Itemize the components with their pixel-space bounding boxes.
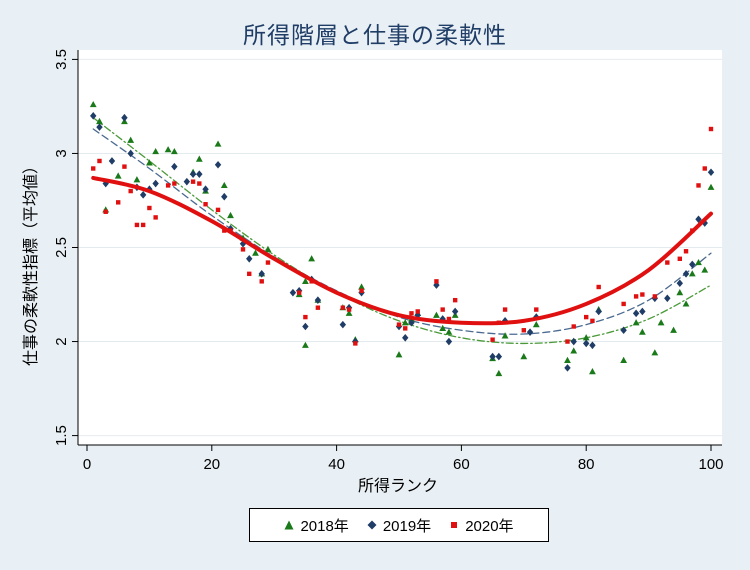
data-point (440, 307, 444, 311)
legend-item-2020: 2020年 (449, 515, 513, 536)
data-point (266, 260, 270, 264)
data-point (522, 328, 526, 332)
data-point (303, 315, 307, 319)
data-point (640, 292, 644, 296)
x-tick-label: 60 (453, 456, 470, 473)
data-point (409, 311, 413, 315)
data-point (565, 339, 569, 343)
legend-label: 2018年 (300, 515, 348, 536)
data-point (153, 215, 157, 219)
data-point (347, 307, 351, 311)
data-point (316, 305, 320, 309)
data-point (91, 166, 95, 170)
data-point (116, 200, 120, 204)
data-point (203, 202, 207, 206)
data-point (490, 337, 494, 341)
data-point (665, 260, 669, 264)
data-point (141, 223, 145, 227)
data-point (653, 294, 657, 298)
data-point (297, 290, 301, 294)
data-point (703, 166, 707, 170)
data-point (403, 326, 407, 330)
data-point (122, 164, 126, 168)
data-point (260, 279, 264, 283)
data-point (596, 285, 600, 289)
data-point (191, 179, 195, 183)
data-point (197, 181, 201, 185)
square-marker-icon (449, 520, 459, 530)
legend: 2018年 2019年 2020年 (249, 508, 549, 542)
x-tick-label: 80 (578, 456, 595, 473)
y-tick-label: 2 (53, 337, 70, 345)
diamond-marker-icon (367, 520, 377, 530)
x-tick-label: 0 (83, 456, 91, 473)
data-point (147, 206, 151, 210)
data-point (397, 322, 401, 326)
data-point (166, 183, 170, 187)
y-tick-label: 1.5 (53, 425, 70, 446)
x-axis-label: 所得ランク (358, 476, 438, 495)
data-point (590, 319, 594, 323)
legend-label: 2020年 (465, 515, 513, 536)
triangle-marker-icon (284, 520, 294, 530)
data-point (359, 289, 363, 293)
data-point (709, 127, 713, 131)
y-tick-label: 3 (53, 149, 70, 157)
x-tick-label: 20 (203, 456, 220, 473)
x-tick-label: 100 (698, 456, 723, 473)
data-point (341, 305, 345, 309)
data-point (353, 341, 357, 345)
data-point (416, 309, 420, 313)
data-point (97, 159, 101, 163)
data-point (172, 181, 176, 185)
legend-item-2019: 2019年 (367, 515, 431, 536)
y-tick-label: 2.5 (53, 237, 70, 258)
data-point (621, 302, 625, 306)
y-tick-label: 3.5 (53, 49, 70, 70)
data-point (104, 210, 108, 214)
legend-label: 2019年 (383, 515, 431, 536)
x-tick-label: 40 (328, 456, 345, 473)
legend-item-2018: 2018年 (284, 515, 348, 536)
data-point (247, 272, 251, 276)
data-point (135, 223, 139, 227)
data-point (572, 324, 576, 328)
data-point (241, 247, 245, 251)
data-point (216, 208, 220, 212)
data-point (128, 189, 132, 193)
data-point (684, 249, 688, 253)
data-point (696, 183, 700, 187)
data-point (584, 315, 588, 319)
data-point (453, 298, 457, 302)
y-axis-label: 仕事の柔軟性指標（平均値） (21, 158, 40, 366)
data-point (634, 294, 638, 298)
data-point (434, 279, 438, 283)
data-point (678, 257, 682, 261)
data-point (503, 307, 507, 311)
data-point (534, 307, 538, 311)
